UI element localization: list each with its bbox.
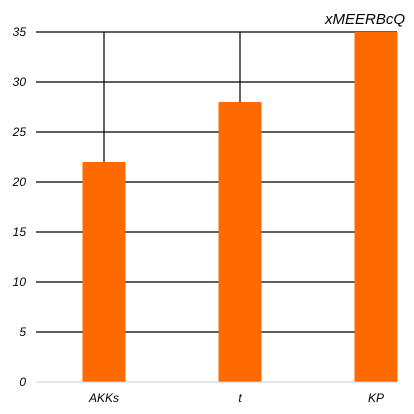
bar [82, 162, 126, 382]
chart-title: xMEERBcQ [324, 11, 405, 28]
bar [354, 32, 398, 382]
y-tick-label: 5 [19, 325, 26, 339]
x-tick-label: t [238, 391, 242, 405]
y-tick-label: 0 [19, 375, 26, 389]
y-tick-label: 35 [13, 25, 27, 39]
x-tick-label: KP [368, 391, 384, 405]
x-tick-label: AKKs [88, 391, 119, 405]
y-tick-label: 30 [13, 75, 27, 89]
x-tick-labels: AKKs t KP [88, 391, 384, 405]
y-tick-label: 10 [13, 275, 27, 289]
y-tick-label: 20 [12, 175, 27, 189]
y-tick-labels: 0 5 10 15 20 25 30 35 [12, 25, 27, 389]
category-lines [103, 32, 241, 162]
y-tick-label: 25 [12, 125, 27, 139]
bars [82, 32, 398, 382]
bar [218, 102, 262, 382]
y-tick-label: 15 [13, 225, 27, 239]
